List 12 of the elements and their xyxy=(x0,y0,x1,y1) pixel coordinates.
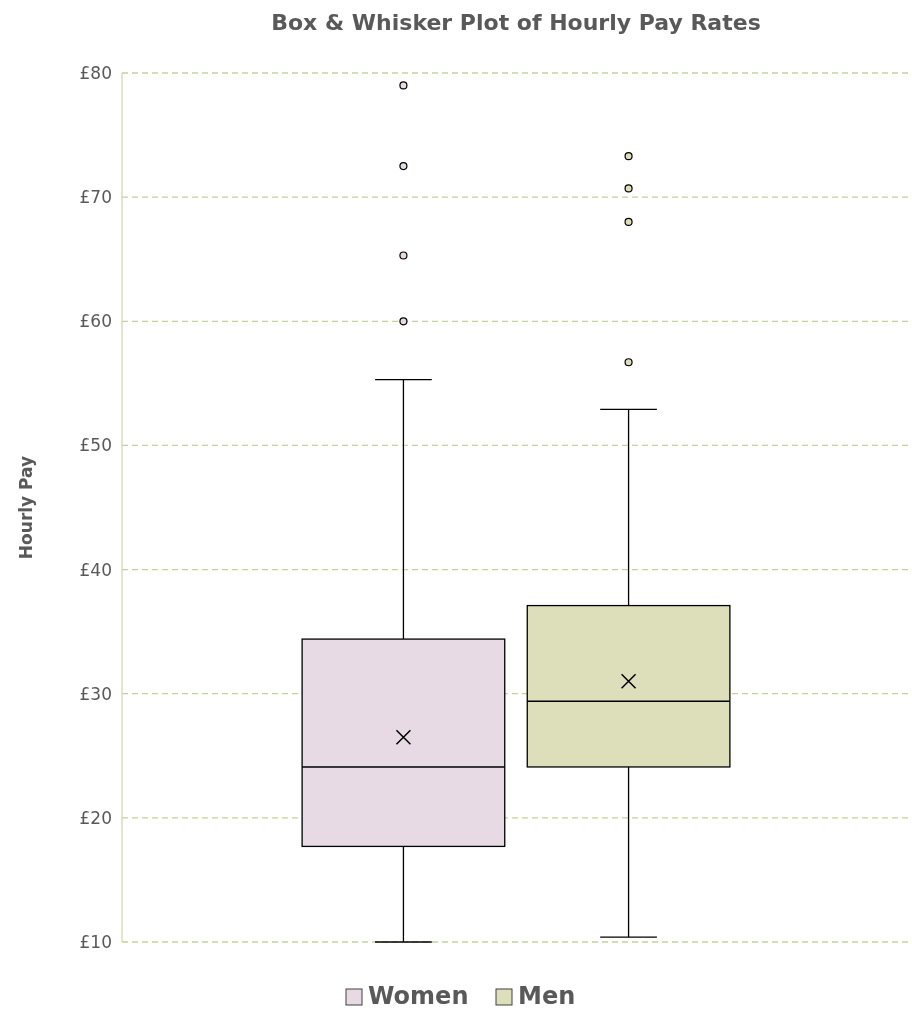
y-tick-label: £40 xyxy=(79,559,112,580)
chart-title: Box & Whisker Plot of Hourly Pay Rates xyxy=(271,10,761,35)
legend-label: Women xyxy=(368,982,469,1010)
y-tick-label: £10 xyxy=(79,931,112,952)
y-tick-label: £30 xyxy=(79,683,112,704)
y-axis-title: Hourly Pay xyxy=(16,455,36,560)
y-tick-label: £20 xyxy=(79,807,112,828)
y-tick-label: £70 xyxy=(79,187,112,208)
y-tick-label: £50 xyxy=(79,435,112,456)
legend-label: Men xyxy=(518,982,576,1010)
y-tick-label: £60 xyxy=(79,311,112,332)
y-tick-label: £80 xyxy=(79,62,112,83)
